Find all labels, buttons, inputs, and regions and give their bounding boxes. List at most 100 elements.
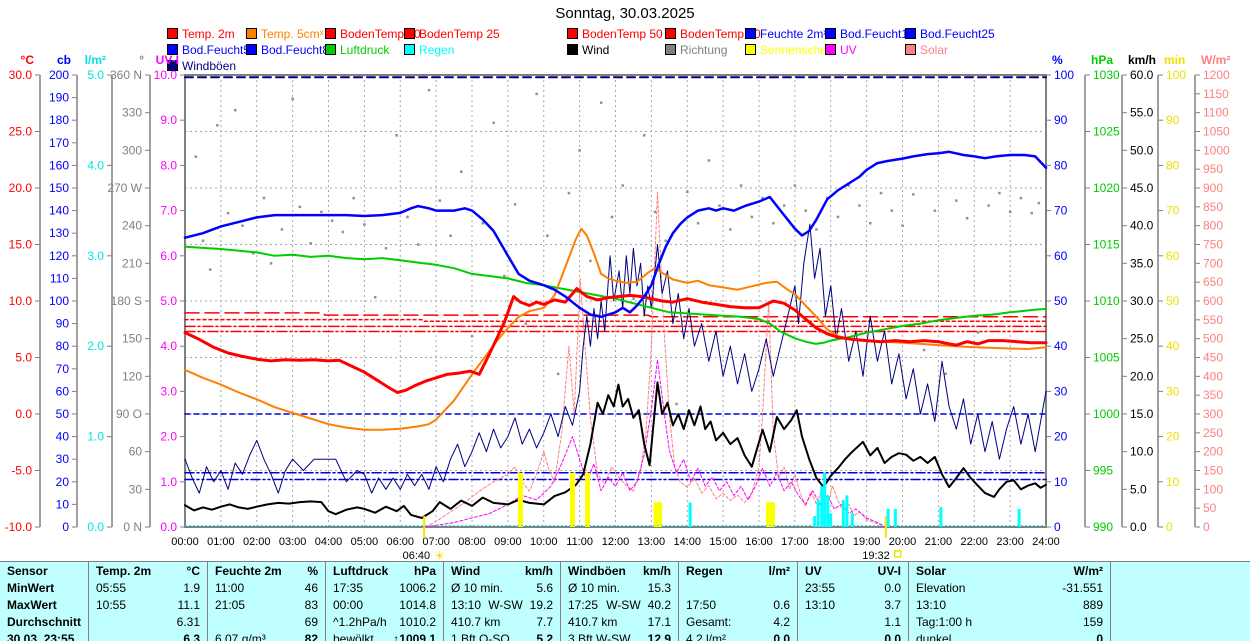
axis-km-h: km/h 0.0 5.0 10.0 15.0 20.0 25.0 30.0 35.0 40.0 45… xyxy=(1121,53,1156,534)
x-tick-label: 01:00 xyxy=(207,536,235,548)
axis-tick-label: 8.0 xyxy=(160,158,177,172)
axis-tick-label: 5.0 xyxy=(87,68,104,82)
legend-item-bod-feucht25: Bod.Feucht25 xyxy=(905,27,995,41)
axis-: % 0 10 20 30 40 50 60 70 80 90 100 xyxy=(1045,53,1074,534)
x-tick-label: 11:00 xyxy=(566,536,593,548)
axis-tick-label: 1025 xyxy=(1093,125,1120,139)
axis-tick-label: 1010 xyxy=(1093,294,1120,308)
header-row: Temp. 2m °C xyxy=(89,563,207,580)
axis-tick-label: 1200 xyxy=(1203,68,1230,82)
cell-value: 159 xyxy=(1082,615,1103,629)
axis-tick-label: 55.0 xyxy=(1130,106,1154,120)
cell-text: bewölkt xyxy=(333,632,374,641)
table-col-uv: UV UV-I 23:55 0.0 13:10 3.7 1.1 0.0 xyxy=(798,563,908,641)
x-tick-label: 06:00 xyxy=(386,536,414,548)
legend-label: Richtung xyxy=(680,42,728,57)
sunset-time: 19:32 xyxy=(862,550,890,561)
axis-tick-label: 10 xyxy=(1054,475,1068,489)
axis-tick-label: 950 xyxy=(1203,162,1223,176)
axis-tick-label: 2.0 xyxy=(160,430,177,444)
axis-tick-label: 0 xyxy=(1203,520,1210,534)
x-tick-label: 23:00 xyxy=(996,536,1024,548)
axis-tick-label: 10.0 xyxy=(9,294,33,308)
axis-tick-label: 1020 xyxy=(1093,181,1120,195)
legend-label: Feuchte 2mˣ xyxy=(760,26,828,41)
legend-label: Temp. 5cmˣ xyxy=(261,26,324,41)
current-row: 4.2 l/m² 0.0 xyxy=(679,631,797,641)
x-tick-label: 08:00 xyxy=(458,536,486,548)
legend-item-luftdruck: Luftdruck xyxy=(325,43,389,57)
table-divider xyxy=(443,562,444,641)
axis-tick-label: 10.0 xyxy=(154,68,178,82)
axis-tick-label: 550 xyxy=(1203,313,1223,327)
cell-text: Tag:1:00 h xyxy=(916,615,973,629)
axis-unit-label: % xyxy=(1052,53,1063,67)
cell-text: 17:35 xyxy=(333,581,364,595)
sunset-square-icon xyxy=(893,550,902,558)
cell-value: 15.3 xyxy=(647,581,671,595)
axis-w-m: W/m² 0 50 100 150 200 250 300 350 400 450 500 550 600… xyxy=(1194,53,1230,534)
row-label: MinWert xyxy=(0,580,88,597)
cell-direction: W-SW xyxy=(488,598,523,612)
cell-value: 11.1 xyxy=(177,598,200,612)
cell-text: 17:50 xyxy=(686,598,717,612)
legend-item-windb-en: Windböen xyxy=(167,59,236,73)
min-row: 23:55 0.0 xyxy=(798,580,908,597)
axis-tick-label: 150 xyxy=(49,181,69,195)
cell-value: 1014.8 xyxy=(399,598,436,612)
cell-value: 3.7 xyxy=(884,598,901,612)
legend-item-bodentemp-10: BodenTemp 10 xyxy=(325,27,421,41)
axis-tick-label: 80 xyxy=(56,339,70,353)
avg-row: Gesamt: 4.2 xyxy=(679,614,797,631)
row-label: 30.03. 23:55 xyxy=(0,631,88,641)
gridlines xyxy=(185,75,1046,527)
x-tick-label: 03:00 xyxy=(279,536,307,548)
axis-tick-label: 60.0 xyxy=(1130,68,1154,82)
cell-value: 40.2 xyxy=(647,598,671,612)
axis-tick-label: 60 xyxy=(1054,249,1068,263)
axis-tick-label: 360 N xyxy=(110,68,142,82)
header-row: Wind km/h xyxy=(444,563,560,580)
table-col-solar: Solar W/m² Elevation -31.551 13:10 889 Tag:1:0… xyxy=(909,563,1110,641)
axis-tick-label: 210 xyxy=(122,256,142,270)
axis-tick-label: 1.0 xyxy=(160,475,177,489)
axis-tick-label: 1015 xyxy=(1093,238,1120,252)
axis-tick-label: 170 xyxy=(49,136,69,150)
legend-label: Bod.Feucht80 xyxy=(261,42,336,57)
cell-value: 0.0 xyxy=(884,632,901,641)
table-divider xyxy=(797,562,798,641)
legend-swatch xyxy=(404,28,415,39)
table-divider xyxy=(908,562,909,641)
legend-item-sonnenschein: Sonnenschein xyxy=(745,43,836,57)
current-row: 6.07 g/m³ 82 xyxy=(208,631,325,641)
x-tick-label: 21:00 xyxy=(925,536,953,548)
series-bodentemp-80 xyxy=(184,312,1047,318)
row-label-text: MaxWert xyxy=(7,598,57,612)
max-row: 17:25 W-SW 40.2 xyxy=(561,597,678,614)
axis-: ° 0 N 30 60 90 O 120 150 180 S 210 240 270 W 300 330… xyxy=(107,53,151,534)
axis-unit-label: cb xyxy=(57,53,71,67)
axis-tick-label: 850 xyxy=(1203,200,1223,214)
cell-text: 13:10 xyxy=(805,598,836,612)
legend-item-solar: Solar xyxy=(905,43,948,57)
axis-tick-label: 60 xyxy=(1166,249,1180,263)
legend-swatch xyxy=(246,28,257,39)
axis-tick-label: 0.0 xyxy=(1130,520,1147,534)
table-divider xyxy=(560,562,561,641)
axis-tick-label: 150 xyxy=(1203,464,1223,478)
axis-tick-label: -10.0 xyxy=(5,520,33,534)
axis-tick-label: 20.0 xyxy=(9,181,33,195)
current-row: bewölkt ↑1009.1 xyxy=(326,631,443,641)
legend-swatch xyxy=(325,28,336,39)
axis-tick-label: 250 xyxy=(1203,426,1223,440)
cell-text: 410.7 km xyxy=(451,615,501,629)
cell-text: Windböen xyxy=(568,564,626,578)
cell-value: 889 xyxy=(1082,598,1103,612)
table-divider xyxy=(1110,562,1111,641)
axis-tick-label: 50.0 xyxy=(1130,143,1154,157)
legend-label: Temp. 2m xyxy=(182,26,235,41)
cell-value: ↑1009.1 xyxy=(393,632,436,641)
cell-value: 1.9 xyxy=(183,581,200,595)
legend-swatch xyxy=(825,44,836,55)
axis-tick-label: 3.0 xyxy=(160,384,177,398)
